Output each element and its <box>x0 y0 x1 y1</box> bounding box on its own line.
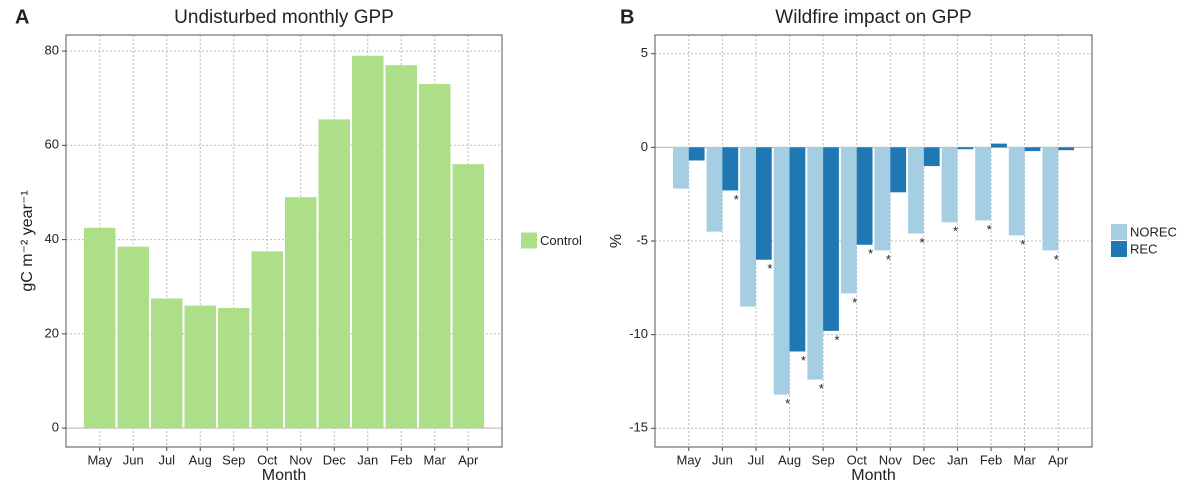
bar <box>807 147 823 379</box>
bar <box>84 228 116 428</box>
bar <box>218 308 250 428</box>
x-tick-label: Sep <box>222 452 245 467</box>
x-axis-label: Month <box>262 467 306 484</box>
bar <box>1009 147 1025 235</box>
x-tick-label: Nov <box>879 452 903 467</box>
panel-label: A <box>15 6 29 28</box>
significance-label: * <box>834 332 839 347</box>
y-tick-label: 0 <box>52 420 59 435</box>
x-tick-label: Nov <box>289 452 313 467</box>
bar <box>841 147 857 293</box>
significance-label: * <box>1054 252 1059 267</box>
bar <box>689 147 705 160</box>
x-tick-label: May <box>677 452 702 467</box>
bar <box>118 247 150 428</box>
bar <box>908 147 924 233</box>
bar <box>924 147 940 166</box>
y-tick-label: 80 <box>45 42 59 57</box>
bar <box>319 119 351 428</box>
x-tick-label: Jan <box>357 452 378 467</box>
x-tick-label: Mar <box>424 452 447 467</box>
bar <box>1058 147 1074 150</box>
y-tick-label: -15 <box>629 420 648 435</box>
bar <box>823 147 839 331</box>
x-axis-label: Month <box>851 467 895 484</box>
significance-label: * <box>886 252 891 267</box>
y-tick-label: 0 <box>641 139 648 154</box>
bar <box>942 147 958 222</box>
bar <box>151 299 183 429</box>
chart-title: Wildfire impact on GPP <box>775 7 971 28</box>
bar <box>1042 147 1058 250</box>
x-tick-label: Jan <box>947 452 968 467</box>
y-tick-label: 60 <box>45 137 59 152</box>
x-tick-label: Feb <box>980 452 1002 467</box>
x-tick-label: Jun <box>123 452 144 467</box>
significance-label: * <box>852 295 857 310</box>
bar <box>890 147 906 192</box>
significance-label: * <box>987 222 992 237</box>
x-tick-label: May <box>87 452 112 467</box>
legend-swatch <box>1111 224 1127 240</box>
bar <box>419 84 451 428</box>
bar <box>673 147 689 188</box>
bar <box>756 147 772 259</box>
y-tick-label: -5 <box>636 232 648 247</box>
bar <box>453 164 485 428</box>
legend-swatch <box>1111 241 1127 257</box>
x-tick-label: Apr <box>458 452 479 467</box>
bar <box>707 147 723 231</box>
bar <box>386 65 418 428</box>
x-tick-label: Oct <box>847 452 868 467</box>
y-axis-label: gC m⁻² year⁻¹ <box>19 190 36 291</box>
x-tick-label: Dec <box>323 452 347 467</box>
bar <box>352 56 384 428</box>
y-tick-label: -10 <box>629 326 648 341</box>
bar <box>285 197 317 428</box>
bar <box>957 147 973 149</box>
chart-title: Undisturbed monthly GPP <box>174 7 394 28</box>
significance-label: * <box>734 192 739 207</box>
significance-label: * <box>785 396 790 411</box>
bar <box>774 147 790 394</box>
bar <box>875 147 891 250</box>
y-tick-label: 5 <box>641 45 648 60</box>
significance-label: * <box>767 261 772 276</box>
legend-swatch <box>521 233 537 249</box>
bar <box>185 306 217 429</box>
legend-label: REC <box>1130 241 1157 256</box>
y-tick-label: 40 <box>45 231 59 246</box>
bar <box>252 251 284 428</box>
significance-label: * <box>868 246 873 261</box>
x-tick-label: Sep <box>812 452 835 467</box>
x-tick-label: Aug <box>189 452 212 467</box>
legend-label: NOREC <box>1130 224 1177 239</box>
y-tick-label: 20 <box>45 325 59 340</box>
legend-label: Control <box>540 233 582 248</box>
x-tick-label: Apr <box>1048 452 1069 467</box>
bar <box>1025 147 1041 151</box>
x-tick-label: Feb <box>390 452 412 467</box>
bar <box>740 147 756 306</box>
bar <box>975 147 991 220</box>
panel-label: B <box>620 6 634 28</box>
significance-label: * <box>953 224 958 239</box>
x-tick-label: Jul <box>748 452 765 467</box>
x-tick-label: Dec <box>912 452 936 467</box>
x-tick-label: Jun <box>712 452 733 467</box>
x-tick-label: Mar <box>1013 452 1036 467</box>
bar <box>991 144 1007 148</box>
bar <box>857 147 873 244</box>
x-tick-label: Jul <box>158 452 175 467</box>
significance-label: * <box>919 235 924 250</box>
y-axis-label: % <box>608 234 625 248</box>
significance-label: * <box>801 353 806 368</box>
bar <box>790 147 806 351</box>
significance-label: * <box>1020 237 1025 252</box>
bar <box>722 147 738 190</box>
x-tick-label: Aug <box>778 452 801 467</box>
x-tick-label: Oct <box>257 452 278 467</box>
significance-label: * <box>819 381 824 396</box>
